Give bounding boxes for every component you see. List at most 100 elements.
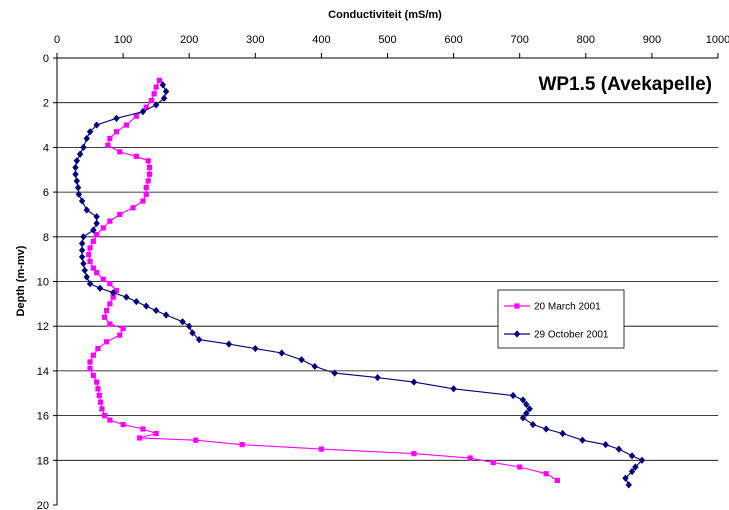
y-tick-label: 6	[43, 187, 49, 199]
data-point	[490, 459, 496, 466]
data-point	[543, 471, 549, 477]
data-point	[153, 430, 159, 437]
x-tick-label: 800	[577, 34, 595, 46]
data-point	[83, 134, 90, 143]
data-point	[80, 143, 87, 151]
data-point	[542, 425, 550, 433]
data-point	[120, 421, 126, 428]
data-point	[529, 420, 537, 429]
x-tick-label: 600	[444, 34, 462, 46]
data-point	[146, 171, 153, 177]
data-point	[523, 409, 530, 417]
data-point	[186, 322, 193, 330]
x-tick-label: 500	[378, 34, 396, 46]
data-point	[145, 158, 151, 164]
data-point	[72, 170, 79, 178]
data-point	[99, 406, 105, 412]
data-point	[87, 258, 93, 264]
data-point	[143, 302, 150, 310]
data-point	[523, 400, 530, 409]
data-point	[95, 345, 101, 352]
y-tick-label: 14	[37, 366, 49, 378]
data-point	[80, 233, 87, 241]
data-point	[94, 269, 100, 276]
data-point	[95, 386, 101, 392]
data-point	[152, 101, 160, 109]
data-point	[96, 392, 102, 399]
y-tick-label: 2	[43, 98, 49, 110]
data-point	[78, 246, 86, 254]
data-point	[90, 352, 96, 358]
series-2	[72, 81, 646, 489]
data-point	[143, 104, 149, 110]
x-tick-label: 200	[180, 34, 198, 46]
axes: 0 100 200 300 400 500 600 700 800 900 1000 0 2 4 6 8 10 1…	[37, 34, 729, 510]
data-point	[73, 157, 81, 165]
chart-title: WP1.5 (Avekapelle)	[538, 74, 712, 95]
data-point	[107, 135, 113, 142]
y-axis-title: Depth (m-mv)	[15, 245, 27, 316]
data-point	[105, 142, 111, 148]
data-point	[140, 426, 146, 432]
data-point	[107, 321, 113, 327]
y-tick-label: 20	[37, 500, 49, 510]
data-point	[117, 332, 123, 338]
data-point	[139, 108, 147, 116]
data-point	[559, 429, 566, 438]
data-point	[93, 121, 100, 129]
y-tick-label: 16	[37, 411, 49, 423]
data-point	[101, 413, 108, 419]
data-point	[75, 190, 83, 198]
data-point	[117, 211, 123, 218]
data-point	[86, 128, 94, 136]
data-point	[74, 184, 82, 192]
data-point	[96, 284, 104, 292]
data-point	[579, 436, 586, 444]
data-point	[72, 163, 79, 172]
data-point	[143, 191, 149, 197]
plot-series	[72, 77, 646, 489]
data-point	[519, 396, 527, 404]
data-point	[107, 417, 113, 423]
legend-marker	[514, 303, 520, 309]
x-tick-label: 300	[246, 34, 264, 46]
data-point	[159, 81, 166, 89]
data-point	[615, 445, 623, 453]
data-point	[278, 349, 285, 357]
x-tick-label: 400	[312, 34, 330, 46]
data-point	[87, 366, 93, 372]
data-point	[519, 414, 527, 422]
data-point	[113, 114, 120, 122]
data-point	[94, 231, 100, 238]
data-point	[410, 378, 418, 386]
data-point	[81, 266, 88, 274]
data-point	[145, 178, 151, 184]
data-point	[90, 265, 96, 271]
data-point	[93, 213, 100, 221]
data-point	[78, 253, 86, 261]
data-point	[90, 238, 96, 244]
data-point	[189, 329, 196, 337]
data-point	[133, 153, 139, 159]
data-point	[120, 325, 126, 332]
data-point	[113, 287, 120, 294]
data-point	[80, 260, 87, 268]
y-tick-label: 0	[43, 53, 49, 65]
data-point	[311, 362, 318, 371]
data-point	[195, 336, 203, 344]
data-point	[239, 442, 245, 448]
data-point	[252, 344, 259, 353]
data-point	[107, 281, 113, 287]
data-point	[152, 306, 160, 315]
data-point	[517, 464, 523, 470]
x-tick-label: 700	[511, 34, 529, 46]
data-point	[411, 450, 417, 457]
data-point	[98, 399, 104, 405]
data-point	[130, 205, 136, 211]
data-point	[87, 245, 93, 251]
data-point	[632, 463, 639, 471]
data-point	[638, 456, 646, 464]
data-point	[90, 226, 97, 234]
data-point	[509, 391, 517, 400]
data-point	[109, 289, 117, 297]
